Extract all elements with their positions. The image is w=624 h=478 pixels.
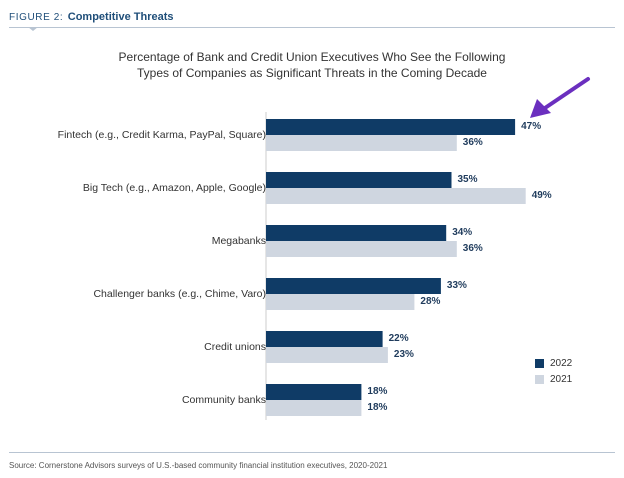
bar-2022 [266,384,362,400]
bar-2021 [266,241,457,257]
bar-2021 [266,188,526,204]
category-label: Community banks [181,394,266,406]
value-label-2022: 35% [457,174,478,185]
value-label-2022: 33% [446,280,467,291]
bar-2021 [266,347,388,363]
bar-2021 [266,400,362,416]
category-label: Big Tech (e.g., Amazon, Apple, Google) [82,182,266,194]
bar-2022 [266,331,383,347]
chart-title-line-2: Types of Companies as Significant Threat… [137,66,487,80]
value-label-2022: 22% [388,333,409,344]
figure-header: FIGURE 2: Competitive Threats [9,7,615,28]
value-label-2022: 47% [521,121,542,132]
bars-group [266,119,526,416]
arrow-head [530,99,551,118]
legend-label-2022: 2022 [550,358,573,369]
highlight-arrow [530,77,590,118]
value-label-2022: 34% [452,227,473,238]
value-label-2021: 18% [367,402,388,413]
value-label-2021: 36% [462,137,483,148]
bar-2022 [266,119,516,135]
arrow-shaft [540,77,590,112]
bar-2021 [266,294,415,310]
category-label: Credit unions [204,341,266,353]
figure-title: Competitive Threats [67,11,174,23]
value-label-2021: 49% [531,190,552,201]
category-label: Challenger banks (e.g., Chime, Varo) [93,288,266,300]
value-label-2021: 36% [462,243,483,254]
source-note: Source: Cornerstone Advisors surveys of … [9,461,388,470]
category-label: Megabanks [211,235,266,247]
chart-title-line-1: Percentage of Bank and Credit Union Exec… [118,50,506,64]
bar-2022 [266,172,452,188]
bar-2022 [266,278,441,294]
value-label-2022: 18% [367,386,388,397]
value-label-2021: 23% [393,349,414,360]
legend-swatch-2022 [535,359,544,368]
bar-2022 [266,225,447,241]
value-label-2021: 28% [420,296,441,307]
bar-2021 [266,135,457,151]
figure-label: FIGURE 2: [9,12,64,23]
legend-swatch-2021 [535,375,544,384]
legend-label-2021: 2021 [550,374,573,385]
bottom-divider [9,452,615,453]
category-label: Fintech (e.g., Credit Karma, PayPal, Squ… [57,129,266,141]
header-notch [28,27,38,31]
